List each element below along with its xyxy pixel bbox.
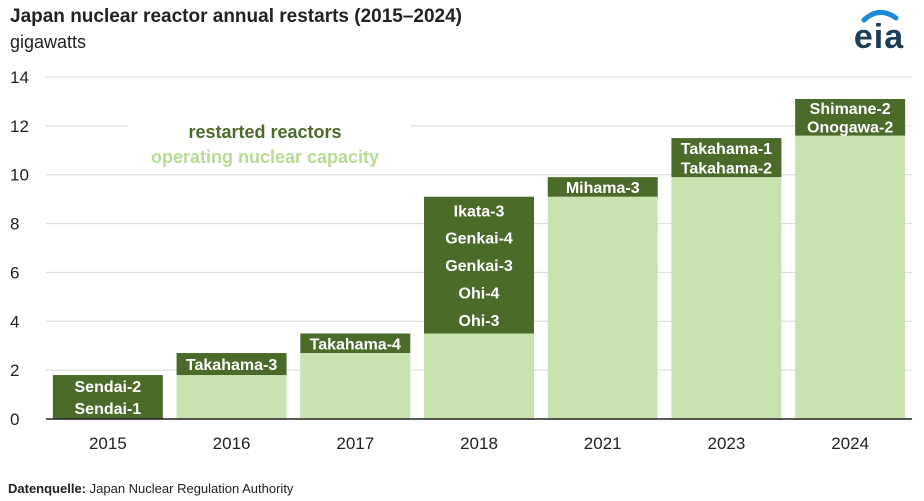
capacity-bar (671, 177, 782, 419)
y-tick-label: 12 (10, 117, 29, 136)
reactor-label: Sendai-1 (75, 401, 142, 418)
eia-logo-text: eia (853, 18, 905, 56)
source-text: Japan Nuclear Regulation Authority (89, 481, 294, 496)
reactor-label: Takahama-1 (681, 141, 772, 158)
reactor-label: Sendai-2 (75, 379, 142, 396)
restarted-bar (424, 196, 534, 334)
source-label: Datenquelle: (8, 481, 87, 496)
restarted-bar (795, 98, 906, 136)
capacity-bar (176, 375, 287, 419)
restarted-bar (547, 177, 658, 197)
reactor-label: Genkai-3 (445, 258, 513, 275)
eia-logo: eia (846, 8, 912, 56)
y-tick-label: 8 (10, 215, 19, 234)
capacity-bar (795, 135, 906, 419)
restarted-bar (176, 353, 287, 376)
legend-box (128, 116, 410, 174)
x-tick-label: 2018 (460, 434, 498, 453)
source-note: Datenquelle: Japan Nuclear Regulation Au… (8, 481, 293, 496)
x-tick-label: 2023 (708, 434, 746, 453)
x-tick-label: 2016 (213, 434, 251, 453)
chart-subtitle: gigawatts (10, 32, 87, 52)
legend-capacity-label: operating nuclear capacity (151, 147, 379, 167)
y-tick-label: 2 (10, 361, 19, 380)
y-tick-label: 4 (10, 312, 19, 331)
restarted-bar (671, 138, 782, 178)
reactor-label: Ikata-3 (454, 203, 505, 220)
reactor-label: Takahama-3 (186, 357, 277, 374)
x-tick-label: 2021 (584, 434, 622, 453)
y-tick-label: 14 (10, 68, 29, 87)
reactor-label: Takahama-2 (681, 160, 772, 177)
reactor-label: Takahama-4 (310, 336, 401, 353)
chart-title: Japan nuclear reactor annual restarts (2… (10, 6, 463, 27)
reactor-label: Shimane-2 (810, 101, 891, 118)
y-tick-label: 0 (10, 410, 19, 429)
reactor-label: Ohi-4 (459, 285, 500, 302)
capacity-bar (547, 196, 658, 419)
reactor-label: Ohi-3 (459, 313, 500, 330)
reactor-label: Onogawa-2 (807, 119, 893, 136)
x-tick-label: 2024 (831, 434, 869, 453)
eia-logo-arc (861, 10, 899, 23)
y-tick-label: 6 (10, 263, 19, 282)
reactor-label: Genkai-4 (445, 231, 513, 248)
x-tick-label: 2017 (336, 434, 374, 453)
restarted-bar (52, 375, 163, 419)
y-tick-label: 10 (10, 166, 29, 185)
x-tick-label: 2015 (89, 434, 127, 453)
restarted-bar (300, 333, 411, 354)
capacity-bar (300, 353, 411, 419)
capacity-bar (424, 333, 534, 419)
reactor-label: Mihama-3 (566, 180, 640, 197)
legend-restarted-label: restarted reactors (188, 122, 341, 142)
